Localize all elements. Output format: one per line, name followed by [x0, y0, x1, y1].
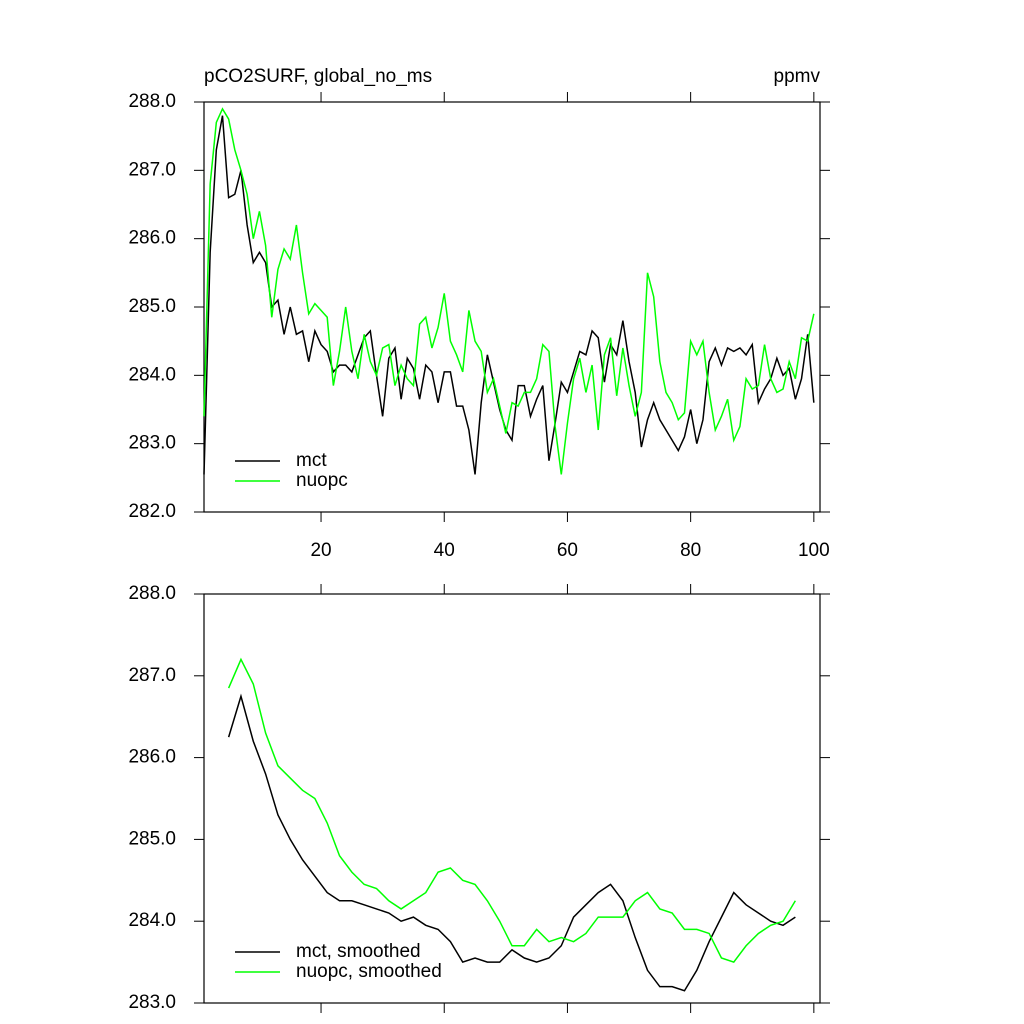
y-tick-label: 284.0: [128, 364, 176, 385]
legend-label: mct: [296, 450, 327, 471]
y-tick-label: 286.0: [128, 747, 176, 768]
y-tick-label: 286.0: [128, 228, 176, 249]
legend-label: nuopc: [296, 470, 348, 491]
units-label: ppmv: [774, 66, 821, 87]
chart-title: pCO2SURF, global_no_ms: [204, 66, 432, 87]
plot-frame: [203, 593, 821, 1004]
x-tick-label: 20: [310, 540, 331, 561]
y-tick-label: 283.0: [128, 992, 176, 1013]
y-tick-label: 287.0: [128, 665, 176, 686]
data-line: [227, 693, 796, 992]
y-tick-label: 285.0: [128, 828, 176, 849]
y-tick-label: 288.0: [128, 91, 176, 112]
x-tick-label: 100: [798, 540, 830, 561]
y-tick-label: 282.0: [128, 501, 176, 522]
data-line: [227, 657, 797, 963]
x-tick-label: 60: [557, 540, 578, 561]
y-tick-label: 284.0: [128, 910, 176, 931]
y-tick-label: 287.0: [128, 159, 176, 180]
x-tick-label: 80: [680, 540, 701, 561]
legend-label: mct, smoothed: [296, 941, 421, 962]
data-line: [203, 115, 815, 475]
x-tick-label: 40: [434, 540, 455, 561]
y-tick-label: 285.0: [128, 296, 176, 317]
y-tick-label: 283.0: [128, 433, 176, 454]
y-tick-label: 288.0: [128, 583, 176, 604]
legend-label: nuopc, smoothed: [296, 961, 442, 982]
data-line: [203, 107, 815, 475]
